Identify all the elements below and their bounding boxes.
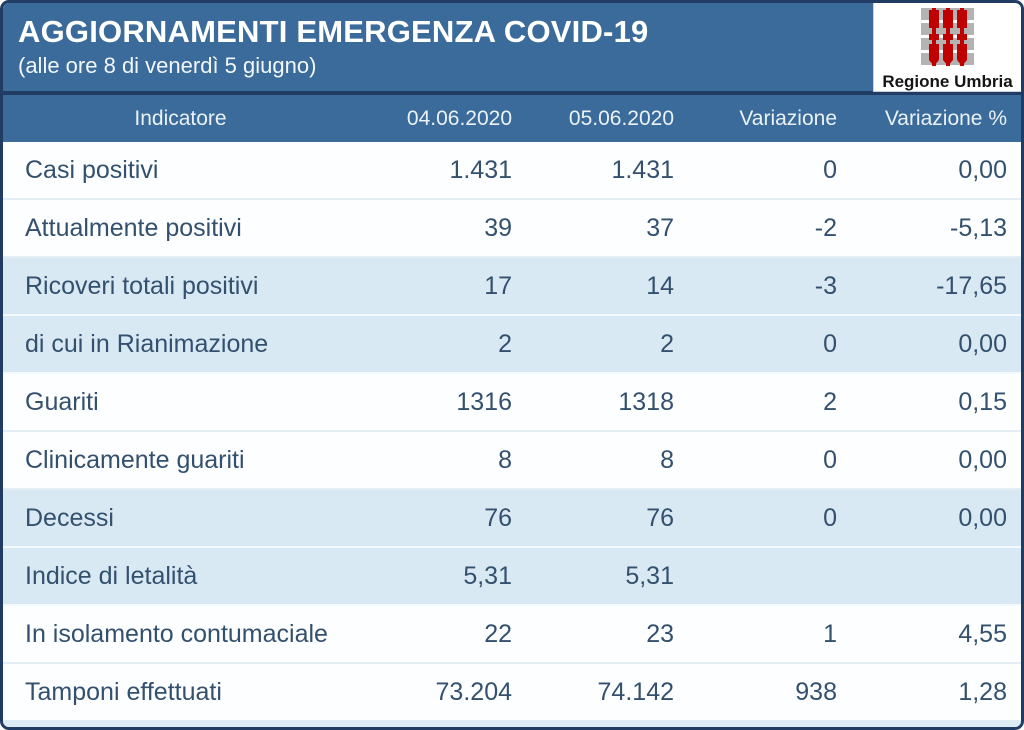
cell-variation-pct: -5,13 bbox=[950, 213, 1007, 242]
table-row: Attualmente positivi 39 37 -2 -5,13 bbox=[3, 200, 1021, 258]
cell-date1: 1.431 bbox=[449, 155, 512, 184]
bottom-strip bbox=[3, 720, 1021, 727]
cell-variation: 0 bbox=[823, 445, 837, 474]
cell-variation: 938 bbox=[795, 677, 837, 706]
cell-indicator: Indice di letalità bbox=[25, 561, 198, 590]
cell-variation-pct: 1,28 bbox=[958, 677, 1007, 706]
cell-date2: 1318 bbox=[618, 387, 674, 416]
table-body: Casi positivi 1.431 1.431 0 0,00 Attualmente … bbox=[3, 142, 1021, 720]
page-subtitle: (alle ore 8 di venerdì 5 giugno) bbox=[18, 52, 317, 78]
cell-date1: 73.204 bbox=[435, 677, 512, 706]
cell-date1: 2 bbox=[498, 329, 512, 358]
cell-date2: 14 bbox=[646, 271, 674, 300]
cell-variation: 2 bbox=[823, 387, 837, 416]
cell-date2: 2 bbox=[660, 329, 674, 358]
logo-text: Regione Umbria bbox=[882, 72, 1013, 91]
regione-umbria-emblem-icon bbox=[920, 8, 976, 71]
cell-date1: 17 bbox=[484, 271, 512, 300]
cell-indicator: di cui in Rianimazione bbox=[25, 329, 269, 358]
cell-variation-pct: 0,00 bbox=[958, 329, 1007, 358]
table-row: Decessi 76 76 0 0,00 bbox=[3, 490, 1021, 548]
column-header-variation: Variazione bbox=[739, 106, 837, 130]
cell-variation: 0 bbox=[823, 329, 837, 358]
cell-date2: 1.431 bbox=[611, 155, 674, 184]
cell-variation-pct: -17,65 bbox=[936, 271, 1007, 300]
table-header-row: Indicatore 04.06.2020 05.06.2020 Variazi… bbox=[3, 95, 1021, 142]
cell-date2: 74.142 bbox=[597, 677, 674, 706]
cell-variation: 1 bbox=[823, 619, 837, 648]
cell-indicator: Tamponi effettuati bbox=[25, 677, 222, 706]
cell-variation: -2 bbox=[814, 213, 837, 242]
cell-date2: 23 bbox=[646, 619, 674, 648]
cell-date2: 8 bbox=[660, 445, 674, 474]
cell-indicator: Ricoveri totali positivi bbox=[25, 271, 259, 300]
cell-variation-pct: 0,00 bbox=[958, 155, 1007, 184]
cell-date1: 22 bbox=[484, 619, 512, 648]
table-row: Casi positivi 1.431 1.431 0 0,00 bbox=[3, 142, 1021, 200]
cell-indicator: Attualmente positivi bbox=[25, 213, 242, 242]
table-row: In isolamento contumaciale 22 23 1 4,55 bbox=[3, 606, 1021, 664]
title-band: AGGIORNAMENTI EMERGENZA COVID-19 (alle o… bbox=[3, 3, 1021, 95]
cell-indicator: Guariti bbox=[25, 387, 99, 416]
cell-date1: 8 bbox=[498, 445, 512, 474]
table-row: Indice di letalità 5,31 5,31 bbox=[3, 548, 1021, 606]
cell-indicator: In isolamento contumaciale bbox=[25, 619, 328, 648]
cell-date2: 76 bbox=[646, 503, 674, 532]
table-row: Tamponi effettuati 73.204 74.142 938 1,28 bbox=[3, 664, 1021, 720]
cell-variation: 0 bbox=[823, 503, 837, 532]
cell-date1: 1316 bbox=[456, 387, 512, 416]
column-header-date2: 05.06.2020 bbox=[568, 106, 674, 130]
cell-date1: 5,31 bbox=[463, 561, 512, 590]
cell-variation-pct: 0,00 bbox=[958, 445, 1007, 474]
cell-date2: 37 bbox=[646, 213, 674, 242]
page-title: AGGIORNAMENTI EMERGENZA COVID-19 bbox=[18, 14, 649, 49]
cell-indicator: Casi positivi bbox=[25, 155, 159, 184]
cell-variation-pct: 4,55 bbox=[958, 619, 1007, 648]
cell-indicator: Decessi bbox=[25, 503, 114, 532]
column-header-variation-pct: Variazione % bbox=[884, 106, 1007, 130]
cell-variation: 0 bbox=[823, 155, 837, 184]
cell-variation-pct: 0,00 bbox=[958, 503, 1007, 532]
cell-date1: 76 bbox=[484, 503, 512, 532]
table-row: Clinicamente guariti 8 8 0 0,00 bbox=[3, 432, 1021, 490]
table-row: Guariti 1316 1318 2 0,15 bbox=[3, 374, 1021, 432]
regione-umbria-logo: Regione Umbria bbox=[873, 3, 1021, 92]
column-header-date1: 04.06.2020 bbox=[406, 106, 512, 130]
cell-date2: 5,31 bbox=[625, 561, 674, 590]
cell-date1: 39 bbox=[484, 213, 512, 242]
cell-variation: -3 bbox=[814, 271, 837, 300]
table-row: Ricoveri totali positivi 17 14 -3 -17,65 bbox=[3, 258, 1021, 316]
column-header-indicator: Indicatore bbox=[134, 106, 227, 130]
cell-indicator: Clinicamente guariti bbox=[25, 445, 245, 474]
cell-variation-pct: 0,15 bbox=[958, 387, 1007, 416]
table-row: di cui in Rianimazione 2 2 0 0,00 bbox=[3, 316, 1021, 374]
